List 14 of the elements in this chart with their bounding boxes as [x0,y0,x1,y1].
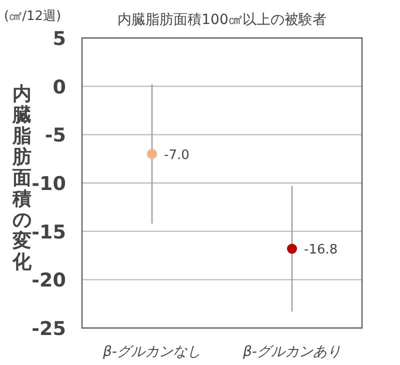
y-tick-label: -25 [32,318,66,340]
y-tick-label: -5 [44,124,66,147]
x-tick-label: β-グルカンなし [102,344,201,360]
data-label: -7.0 [164,148,190,163]
data-label: -16.8 [304,242,338,258]
y-tick-label: -15 [32,221,66,244]
x-tick-label: β-グルカンあり [242,344,341,360]
y-tick-label: -20 [32,270,66,292]
y-tick-label: -10 [32,173,66,195]
text: 内臓脂肪面積の変化 [12,83,32,273]
chart-title: 内臓脂肪面積100㎠以上の被験者 [118,12,326,28]
y-tick-label: 5 [52,28,66,50]
y-tick-label: 0 [52,76,66,98]
text: (㎠/12週) [4,9,62,24]
